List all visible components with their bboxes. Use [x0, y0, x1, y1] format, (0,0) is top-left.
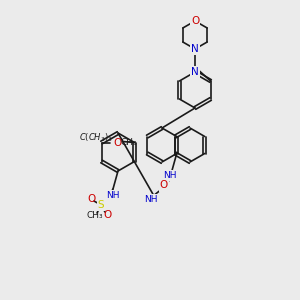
Text: NH: NH: [144, 195, 158, 204]
Text: O: O: [160, 181, 168, 190]
Text: O: O: [103, 210, 111, 220]
Text: S: S: [98, 200, 104, 210]
Text: O: O: [87, 194, 95, 204]
Text: NH: NH: [163, 171, 176, 180]
Text: NH: NH: [106, 190, 120, 200]
Text: CH₃: CH₃: [121, 138, 137, 147]
Text: CH₃: CH₃: [87, 211, 103, 220]
Text: O: O: [191, 16, 199, 26]
Text: N: N: [191, 44, 199, 54]
Text: O: O: [113, 137, 122, 148]
Text: $C(CH_3)_3$: $C(CH_3)_3$: [79, 131, 112, 144]
Text: N: N: [191, 67, 199, 77]
